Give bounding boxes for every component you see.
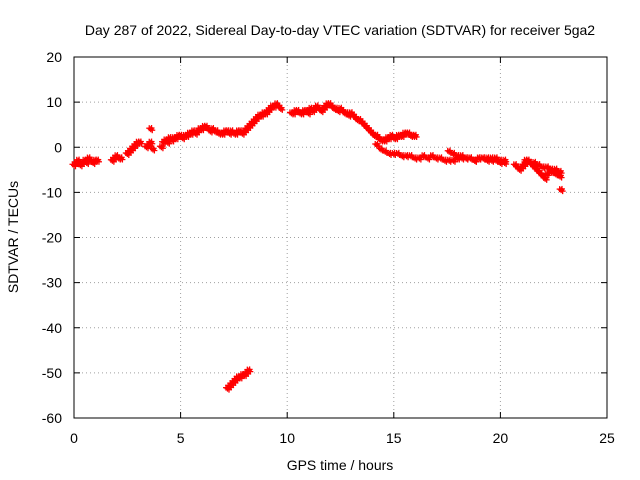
data-point [156,143,166,152]
y-tick-labels: 20 10 0 -10 -20 -30 -40 -50 -60 [42,49,62,426]
series-sdtvar [69,100,566,393]
data-point [470,156,480,165]
data-point [410,131,420,140]
x-tick-label: 10 [279,430,295,446]
x-tick-label: 5 [177,430,185,446]
data-point [453,152,463,161]
data-point [146,138,156,147]
x-tick-labels: 0 5 10 15 20 25 [70,430,615,446]
data-point [534,161,544,170]
data-point [135,138,145,147]
y-tick-label: -50 [42,365,62,381]
data-point [487,156,497,165]
y-tick-label: 20 [46,49,62,65]
axis-ticks [73,56,608,419]
data-point [406,152,416,161]
y-tick-label: -30 [42,275,62,291]
y-tick-label: -10 [42,184,62,200]
data-point [146,125,156,134]
x-tick-label: 15 [386,430,402,446]
x-tick-label: 0 [70,430,78,446]
data-point [276,104,286,113]
data-point [500,158,510,168]
data-point [555,167,565,177]
y-tick-label: 0 [54,139,62,155]
x-tick-label: 20 [493,430,509,446]
y-tick-label: -60 [42,410,62,426]
data-point [556,185,566,195]
data-point [92,156,102,165]
data-point [304,109,314,118]
y-tick-label: -40 [42,320,62,336]
y-tick-label: 10 [46,94,62,110]
x-axis-label: GPS time / hours [287,457,394,473]
y-axis-label: SDTVAR / TECUs [5,181,21,293]
grid [74,57,607,418]
data-point [116,154,126,163]
x-tick-label: 25 [599,430,615,446]
y-tick-label: -20 [42,230,62,246]
data-point [148,145,158,154]
data-points [69,100,566,393]
data-point [163,138,173,147]
chart-title: Day 287 of 2022, Sidereal Day-to-day VTE… [85,22,595,38]
data-point [244,366,254,375]
data-point [372,140,382,149]
